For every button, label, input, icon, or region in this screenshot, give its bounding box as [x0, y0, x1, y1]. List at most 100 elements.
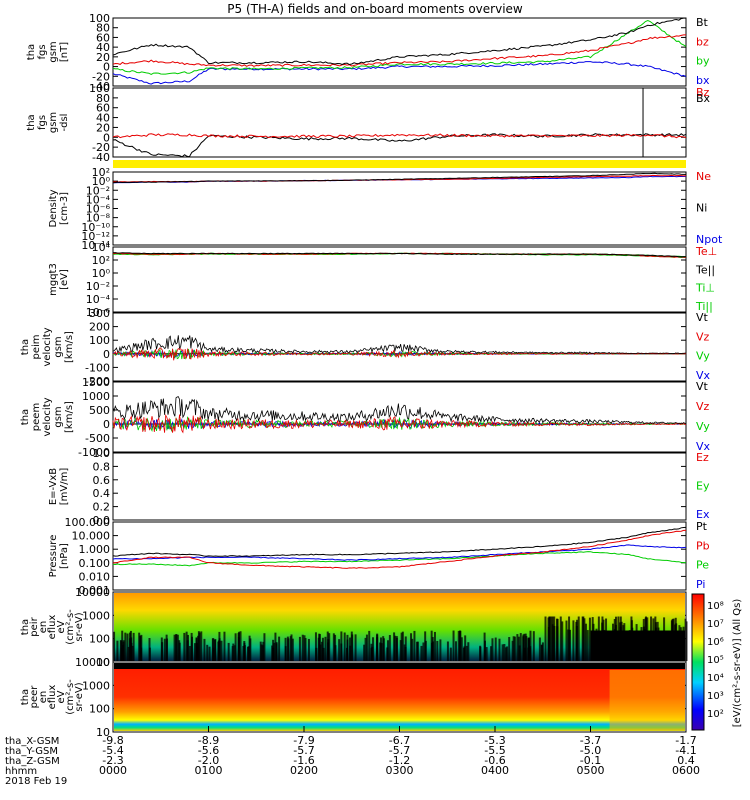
spectrogram-noise	[340, 631, 343, 661]
y-tick-label: 100	[89, 12, 110, 25]
x-tick-label: -0.1	[580, 754, 601, 767]
x-tick-label: -5.7	[293, 744, 314, 757]
spectrogram-noise	[503, 644, 506, 661]
spectrogram-noise	[217, 641, 220, 661]
panel-frame	[112, 521, 687, 591]
y-axis-label-line: gsm	[53, 336, 64, 357]
x-tick-label: 0300	[386, 764, 414, 777]
panel-frame	[112, 17, 687, 87]
y-tick-label: 100.000	[65, 516, 111, 529]
legend-Ti||: Ti||	[695, 300, 713, 313]
colorbar-tick-label: 10⁸	[707, 601, 724, 612]
y-axis-label-line: velocity	[42, 327, 53, 366]
spectrogram-noise	[395, 637, 398, 661]
y-axis-label-line: sr-eV)	[74, 612, 85, 641]
spectrogram-noise	[261, 645, 264, 661]
spectrogram-noise	[401, 631, 404, 661]
spectrogram-noise	[508, 637, 511, 661]
spectrogram-noise	[206, 644, 209, 661]
y-tick-label: -40	[92, 80, 110, 93]
spectrogram-noise	[416, 641, 419, 661]
spectrogram-noise	[176, 634, 179, 661]
spectrogram-noise	[113, 631, 116, 661]
spectrogram-noise	[494, 637, 497, 661]
y-tick-label: 40	[96, 112, 110, 125]
y-axis-label-line: eV	[56, 620, 67, 633]
spectrogram-noise	[354, 634, 357, 661]
spectrogram-noise	[565, 620, 568, 661]
spectrogram-noise	[263, 633, 266, 661]
spectrogram-noise	[525, 636, 528, 661]
y-axis-label-line: mgqt3	[48, 263, 59, 296]
spectrogram-noise	[186, 634, 189, 661]
spectrogram-noise	[160, 637, 163, 661]
spectrogram-noise	[561, 621, 564, 661]
x-tick-label: 0200	[290, 764, 318, 777]
spectrogram-noise	[198, 632, 201, 661]
spectrogram-noise	[273, 642, 276, 661]
spectrogram-noise	[541, 642, 544, 661]
x-tick-label: -4.1	[675, 744, 696, 757]
panel-efield: 1.00.80.60.40.20.0 E=-VxB [mV/m] Ez Ey Ex	[48, 447, 710, 527]
spectrogram-noise	[231, 646, 234, 661]
spectrogram-noise	[188, 645, 191, 661]
spectrogram-noise	[140, 634, 143, 661]
y-tick-label: 10.000	[72, 530, 111, 543]
y-tick-label: 10⁻²	[86, 184, 110, 197]
spectrogram-noise	[379, 637, 382, 661]
x-tick-label: -9.8	[102, 734, 123, 747]
spectrogram-noise	[569, 629, 572, 661]
series-Ni	[112, 172, 686, 184]
spectrogram-noise	[318, 633, 321, 661]
y-tick-label: 10⁻⁶	[86, 203, 111, 216]
y-axis-label-line: eflux	[47, 685, 58, 710]
y-tick-label: 20	[96, 121, 110, 134]
y-axis-label-line: (cm²-s-	[65, 609, 76, 645]
spectrogram-noise	[298, 636, 301, 661]
spectrogram-noise	[124, 632, 127, 661]
spectrogram-noise	[338, 639, 341, 661]
y-tick-label: 10⁰	[92, 267, 111, 280]
x-tick-label: -5.4	[102, 744, 123, 757]
legend-Ne: Ne	[696, 170, 711, 183]
spectrogram-noise	[457, 630, 460, 661]
legend-Pb: Pb	[696, 539, 710, 552]
legend-Ex: Ex	[696, 508, 710, 521]
legend-Npot: Npot	[696, 233, 723, 246]
spectrogram-noise	[572, 620, 575, 661]
spectrogram-noise	[465, 645, 468, 661]
spectrogram-noise	[193, 643, 196, 661]
spectrogram-noise	[512, 636, 515, 661]
legend-Vy: Vy	[696, 420, 710, 433]
series-Bz	[112, 133, 687, 139]
spectrogram-noise	[436, 640, 439, 661]
spectrogram-noise	[315, 647, 318, 661]
spectrogram-noise	[175, 634, 178, 661]
spectrogram-noise	[504, 647, 507, 661]
y-tick-label: 10⁻¹²	[81, 230, 110, 243]
y-tick-label: 100	[89, 633, 110, 646]
spectrogram-noise	[513, 636, 516, 661]
spectrogram-noise	[116, 640, 119, 661]
spectrogram-noise	[433, 631, 436, 661]
spectrogram-noise	[583, 618, 586, 661]
spectrogram-noise	[314, 632, 317, 661]
series-bz	[112, 34, 686, 67]
y-axis-label-line: (cm²-s-	[65, 679, 76, 715]
spectrogram-noise	[491, 638, 494, 661]
spectrogram-noise	[286, 636, 289, 661]
y-axis-label-line: fgs	[37, 44, 48, 59]
y-tick-label: 0.0	[93, 514, 111, 527]
y-tick-label: 0.100	[79, 557, 111, 570]
y-tick-label: -200	[85, 375, 110, 388]
y-tick-label: 300	[89, 307, 110, 320]
series-by	[112, 19, 687, 75]
legend-Pi: Pi	[696, 578, 705, 591]
spectrogram-noise	[350, 631, 353, 661]
spectrogram-noise	[364, 637, 367, 661]
series-Bt	[112, 17, 686, 66]
x-tick-label: 0000	[99, 764, 127, 777]
